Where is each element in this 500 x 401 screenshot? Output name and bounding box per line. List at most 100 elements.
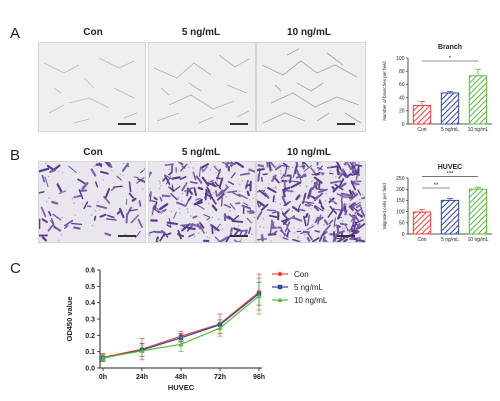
membrane-pore [280, 173, 282, 175]
membrane-pore [345, 203, 348, 206]
membrane-pore [348, 203, 351, 205]
stained-cell [188, 195, 192, 201]
stained-cell [133, 176, 139, 179]
stained-cell [130, 214, 139, 224]
x-tick-label: 0h [99, 374, 107, 381]
stained-cell [104, 188, 111, 199]
stained-cell [268, 162, 272, 172]
stained-cell [350, 180, 357, 191]
stained-cell [314, 172, 321, 176]
stained-cell [227, 181, 235, 185]
stained-cell [350, 205, 358, 212]
membrane-pore [110, 169, 113, 172]
membrane-pore [48, 197, 50, 199]
stained-cell [113, 185, 123, 188]
stained-cell [310, 195, 316, 199]
stained-cell [206, 217, 211, 221]
membrane-pore [275, 165, 277, 168]
membrane-pore [190, 215, 192, 217]
membrane-pore [198, 221, 200, 223]
data-point [217, 325, 223, 330]
stained-cell [166, 221, 179, 226]
scale-bar [230, 123, 248, 125]
column-label-5ng-b: 5 ng/mL [181, 147, 221, 158]
x-tick-label: 10 ng/mL [468, 127, 489, 133]
membrane-pore [319, 172, 322, 175]
stained-cell [137, 178, 145, 183]
stained-cell [172, 185, 181, 193]
column-label-con-b: Con [83, 147, 103, 158]
stained-cell [173, 211, 177, 219]
membrane-pore [341, 220, 344, 222]
stained-cell [107, 214, 115, 219]
membrane-pore [157, 239, 159, 241]
stained-cell [288, 174, 293, 184]
membrane-pore [221, 228, 223, 230]
stained-cell [239, 172, 250, 176]
stained-cell [314, 205, 324, 212]
membrane-pore [61, 172, 64, 174]
scale-bar [118, 123, 136, 125]
stained-cell [322, 235, 326, 242]
membrane-pore [318, 230, 321, 232]
micrograph-branch-10ng [256, 42, 366, 132]
membrane-pore [297, 235, 299, 238]
stained-cell [204, 189, 208, 201]
membrane-pore [306, 185, 308, 187]
stained-cell [298, 208, 306, 212]
stained-cell [303, 162, 310, 168]
membrane-pore [61, 191, 64, 193]
stained-cell [235, 202, 241, 205]
membrane-pore [47, 175, 50, 178]
stained-cell [257, 164, 264, 168]
stained-cell [246, 190, 250, 197]
stained-cell [262, 173, 268, 176]
membrane-pore [321, 235, 324, 238]
stained-cell [351, 202, 357, 207]
stained-cell [271, 174, 277, 183]
y-tick-label: 150 [396, 198, 405, 204]
series-2 [100, 277, 262, 362]
membrane-pore [247, 170, 250, 172]
stained-cell [231, 220, 244, 223]
membrane-pore [279, 203, 282, 205]
membrane-pore [209, 225, 212, 227]
membrane-pore [341, 171, 343, 174]
membrane-pore [98, 209, 101, 211]
stained-cell [164, 174, 172, 180]
membrane-pore [319, 162, 321, 164]
stained-cell [354, 162, 357, 167]
membrane-pore [178, 207, 181, 210]
stained-cell [225, 162, 229, 168]
y-tick-label: 40 [399, 95, 405, 101]
stained-cell [281, 218, 289, 223]
stained-cell [179, 176, 187, 180]
membrane-pore [170, 210, 173, 212]
stained-cell [283, 200, 291, 207]
stained-cell [182, 225, 193, 230]
stained-cell [312, 237, 320, 242]
stained-cell [218, 177, 224, 188]
stained-cell [329, 205, 338, 215]
stained-cell [77, 178, 88, 186]
y-tick-label: 0.2 [85, 333, 95, 340]
membrane-pore [188, 166, 190, 169]
stained-cell [246, 210, 254, 213]
stained-cell [284, 164, 288, 174]
membrane-pore [181, 192, 184, 195]
membrane-pore [279, 170, 282, 172]
membrane-pore [287, 208, 289, 211]
data-point [139, 348, 145, 353]
x-tick-label: Con [417, 127, 426, 133]
scale-bar [118, 235, 136, 237]
stained-cell [197, 186, 204, 191]
stained-cell [266, 162, 269, 168]
membrane-pore [355, 195, 357, 198]
stained-cell [336, 165, 340, 176]
membrane-pore [212, 192, 215, 194]
membrane-pore [325, 192, 328, 195]
membrane-pore [279, 235, 282, 237]
stained-cell [295, 168, 301, 178]
stained-cell [214, 190, 218, 198]
stained-cell [138, 200, 142, 207]
